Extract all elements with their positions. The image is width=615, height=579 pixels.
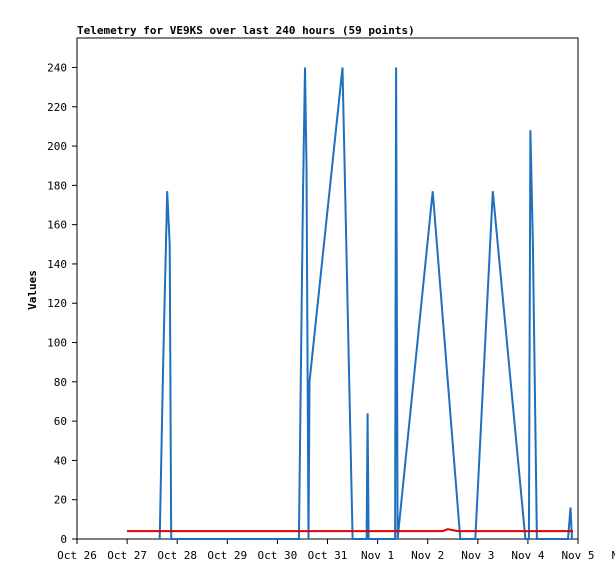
x-tick-label: Oct 29	[207, 549, 247, 562]
x-tick-label: Oct 30	[258, 549, 298, 562]
y-tick-label: 80	[54, 376, 67, 389]
x-tick-label: Oct 28	[157, 549, 197, 562]
y-tick-label: 100	[47, 337, 67, 350]
x-tick-label: Oct 26	[57, 549, 97, 562]
y-tick-label: 160	[47, 219, 67, 232]
series-line-0	[158, 67, 573, 540]
x-tick-label: Nov 6	[612, 549, 615, 562]
x-tick-label: Oct 31	[308, 549, 348, 562]
x-tick-label: Nov 5	[561, 549, 594, 562]
x-tick-label: Nov 1	[361, 549, 394, 562]
x-axis: Oct 26 Oct 27 Oct 28 Oct 29 Oct 30 Oct 31 Nov …	[57, 539, 615, 562]
y-tick-label: 240	[47, 61, 67, 74]
series-line-1	[127, 528, 573, 533]
y-tick-label: 20	[54, 494, 67, 507]
y-tick-label: 60	[54, 415, 67, 428]
series-layer	[127, 67, 573, 540]
x-tick-label: Nov 2	[411, 549, 444, 562]
x-tick-label: Nov 3	[461, 549, 494, 562]
chart-title: Telemetry for VE9KS over last 240 hours …	[77, 24, 415, 37]
y-tick-label: 180	[47, 179, 67, 192]
y-tick-label: 40	[54, 454, 67, 467]
y-tick-label: 140	[47, 258, 67, 271]
y-axis: 0 20 40 60 80 100 120 140 160 180 200 220 240	[47, 61, 77, 546]
y-tick-label: 200	[47, 140, 67, 153]
x-tick-label: Oct 27	[107, 549, 147, 562]
y-tick-label: 0	[60, 533, 67, 546]
y-axis-label: Values	[26, 270, 39, 310]
x-tick-label: Nov 4	[511, 549, 544, 562]
y-tick-label: 120	[47, 297, 67, 310]
y-tick-label: 220	[47, 101, 67, 114]
